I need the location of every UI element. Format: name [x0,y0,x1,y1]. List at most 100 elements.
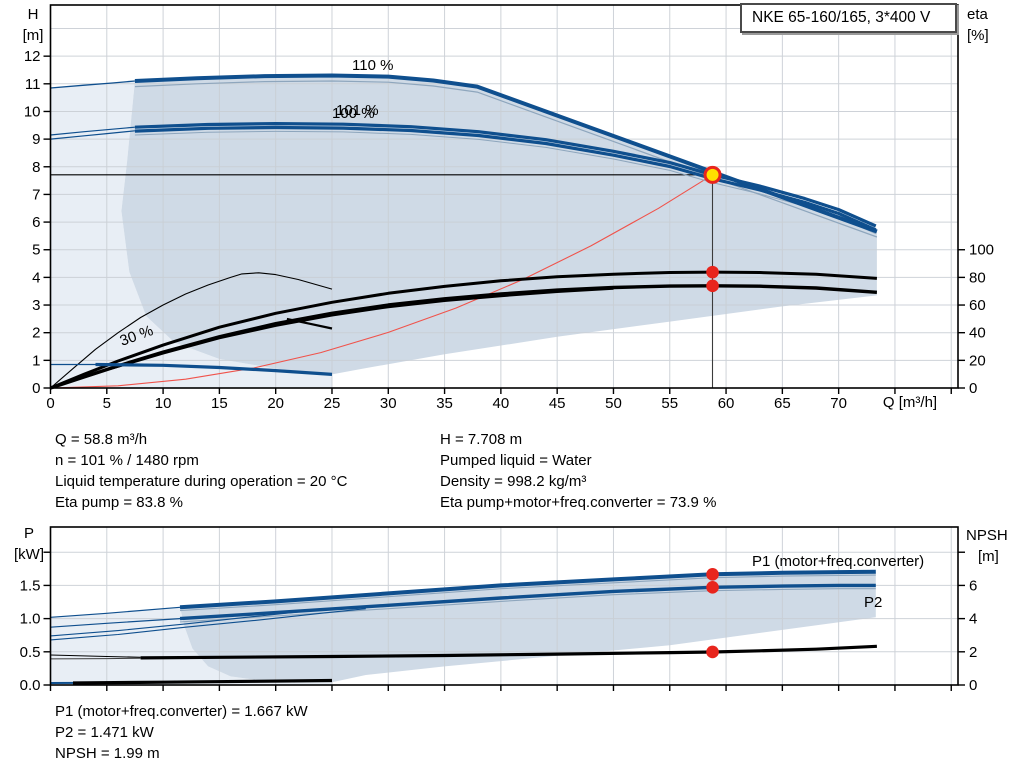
curve-110 [134,73,878,234]
svg-text:55: 55 [661,395,678,412]
svg-text:70: 70 [830,395,847,412]
svg-text:0: 0 [32,380,40,397]
duty-info-right: H = 7.708 m Pumped liquid = Water Densit… [440,429,716,513]
info-line-npsh: NPSH = 1.99 m [55,745,160,762]
svg-text:80: 80 [969,269,986,286]
npsh-dot [706,645,719,659]
info-line-eta-total: Eta pump+motor+freq.converter = 73.9 % [440,494,717,511]
svg-text:60: 60 [969,297,986,314]
power-npsh-chart-ticks: 0.0 0.5 1.0 1.5 0 2 4 6 P [kW] NPSH [m] [14,525,1008,694]
svg-text:0.0: 0.0 [20,677,41,694]
svg-text:6: 6 [32,214,40,231]
svg-text:10: 10 [24,103,41,120]
p1-curve [179,569,876,610]
head-capacity-chart-left-axis-label-0: H [28,6,39,23]
operating-point[interactable] [703,165,722,184]
power-npsh-chart-right-axis-label-1: [m] [978,548,999,565]
eta-pump-dot [706,265,719,279]
info-line-head: H = 7.708 m [440,431,523,448]
p2-dot [706,581,719,594]
eta-total-curve [49,284,878,390]
head-capacity-chart-right-axis-label-0: eta [967,6,989,23]
svg-text:30: 30 [380,395,397,412]
power-info: P1 (motor+freq.converter) = 1.667 kW P2 … [55,701,308,764]
curve-101 [134,122,877,228]
p1-companion [179,574,876,612]
svg-text:40: 40 [493,395,510,412]
info-line-p2: P2 = 1.471 kW [55,724,154,741]
p1-lead [50,606,181,618]
svg-text:45: 45 [549,395,566,412]
svg-text:1.0: 1.0 [20,611,41,628]
head-capacity-chart-ticks: 0 5 10 15 20 25 30 35 40 45 50 55 60 65 70 Q [m³/h]0123… [23,6,994,412]
p2-curve [179,583,876,621]
svg-text:0: 0 [969,380,977,397]
npsh-curve [140,644,877,660]
power-npsh-chart-left-axis-label-0: P [24,525,34,542]
eta-pump-curve [49,270,878,390]
npsh-lead2 [50,657,141,660]
svg-text:0.5: 0.5 [20,644,41,661]
svg-text:40: 40 [969,325,986,342]
head-capacity-chart-right-axis-label-1: [%] [967,27,989,44]
p2-lead [50,618,181,628]
pump-model-title: NKE 65-160/165, 3*400 V [752,9,931,26]
power-npsh-chart-label-1: P2 [864,594,882,611]
curve-110-companion [134,80,878,238]
eta-total-dot [706,279,719,293]
head-capacity-chart-grid [50,5,958,388]
svg-text:3: 3 [32,297,40,314]
head-capacity-chart-left-axis-label-1: [m] [23,27,44,44]
info-line-eta-pump: Eta pump = 83.8 % [55,494,183,511]
head-capacity-chart-label-2: 101 % [336,102,379,119]
info-line-temperature: Liquid temperature during operation = 20… [55,473,348,490]
svg-text:8: 8 [32,159,40,176]
head-capacity-chart-label-0: 110 % [352,57,393,74]
svg-text:1.5: 1.5 [20,577,41,594]
svg-text:100: 100 [969,242,994,259]
info-line-flow: Q = 58.8 m³/h [55,431,148,448]
svg-text:2: 2 [32,325,40,342]
svg-text:65: 65 [774,395,791,412]
svg-text:5: 5 [32,242,40,259]
info-line-density: Density = 998.2 kg/m³ [440,473,587,490]
svg-text:50: 50 [605,395,622,412]
svg-text:25: 25 [324,395,341,412]
operating-range-pale [50,81,332,388]
p1-dot [706,568,719,581]
svg-text:10: 10 [155,395,172,412]
svg-text:7: 7 [32,186,40,203]
npsh-lead [50,654,141,658]
head-capacity-chart-x-axis-label: Q [m³/h] [883,394,937,411]
head-capacity-chart-label-1: 100 % [332,105,375,122]
curve-110-lead [50,80,135,89]
svg-text:4: 4 [32,269,40,286]
power-range-pale [50,607,332,685]
system-curve [50,174,713,389]
svg-text:12: 12 [24,48,41,65]
svg-text:6: 6 [969,577,977,594]
svg-text:15: 15 [211,395,228,412]
curve-100 [134,125,877,232]
power-npsh-chart: 0.0 0.5 1.0 1.5 0 2 4 6 P [kW] NPSH [m] P1 (motor+fr… [14,525,1008,694]
svg-text:0: 0 [46,395,54,412]
power-npsh-chart-label-0: P1 (motor+freq.converter) [752,553,924,570]
info-line-liquid: Pumped liquid = Water [440,452,592,469]
svg-text:35: 35 [436,395,453,412]
info-line-speed: n = 101 % / 1480 rpm [55,452,199,469]
head-capacity-chart-frame [49,4,959,389]
power-range-band [180,571,876,683]
curve-101-lead [50,126,135,136]
info-line-p1: P1 (motor+freq.converter) = 1.667 kW [55,703,308,720]
svg-text:20: 20 [969,352,986,369]
head-capacity-chart: 0 5 10 15 20 25 30 35 40 45 50 55 60 65 70 Q [m³/h]0123… [23,4,994,412]
svg-text:60: 60 [718,395,735,412]
svg-text:1: 1 [32,352,40,369]
svg-text:9: 9 [32,131,40,148]
svg-text:20: 20 [267,395,284,412]
svg-text:4: 4 [969,611,977,628]
duty-info-left: Q = 58.8 m³/h n = 101 % / 1480 rpm Liqui… [55,429,347,513]
svg-text:5: 5 [103,395,111,412]
